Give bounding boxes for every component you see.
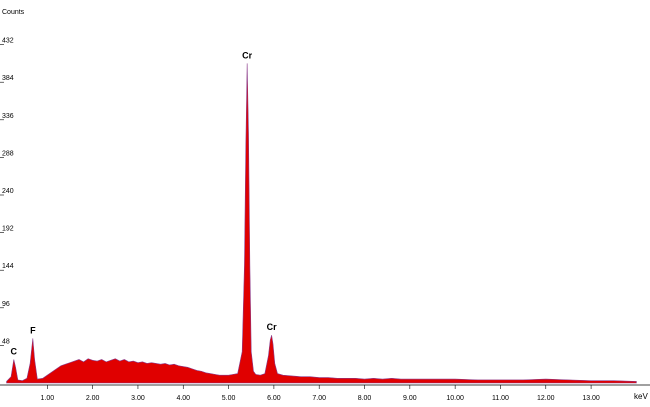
y-tick-label: 384	[2, 75, 14, 82]
peak-label: Cr	[242, 50, 252, 60]
peak-label: Cr	[267, 322, 277, 332]
x-tick-label: 5.00	[222, 395, 236, 402]
y-tick-label: 192	[2, 226, 14, 233]
y-tick-label: 336	[2, 113, 14, 120]
x-tick-label: 2.00	[86, 395, 100, 402]
x-tick-label: 1.00	[41, 395, 55, 402]
peak-label: C	[11, 347, 18, 357]
x-tick-label: 3.00	[131, 395, 145, 402]
x-tick-label: 13.00	[582, 395, 600, 402]
y-tick-label: 96	[2, 301, 10, 308]
y-tick-label: 240	[2, 188, 14, 195]
x-tick-label: 6.00	[267, 395, 281, 402]
x-tick-label: 10.00	[446, 395, 464, 402]
spectrum-area	[6, 63, 637, 384]
x-tick-label: 11.00	[492, 395, 509, 402]
x-tick-label: 12.00	[537, 395, 555, 402]
y-tick-label: 48	[2, 338, 10, 345]
x-axis-label: keV	[634, 392, 648, 401]
x-tick-label: 8.00	[358, 395, 372, 402]
x-tick-label: 7.00	[312, 395, 326, 402]
y-tick-label: 288	[2, 150, 14, 157]
y-tick-label: 432	[2, 38, 14, 45]
x-tick-label: 4.00	[176, 395, 190, 402]
y-axis-label: Counts	[2, 9, 25, 16]
x-tick-label: 9.00	[403, 395, 417, 402]
peak-label: F	[30, 325, 36, 335]
y-tick-label: 144	[2, 263, 14, 270]
